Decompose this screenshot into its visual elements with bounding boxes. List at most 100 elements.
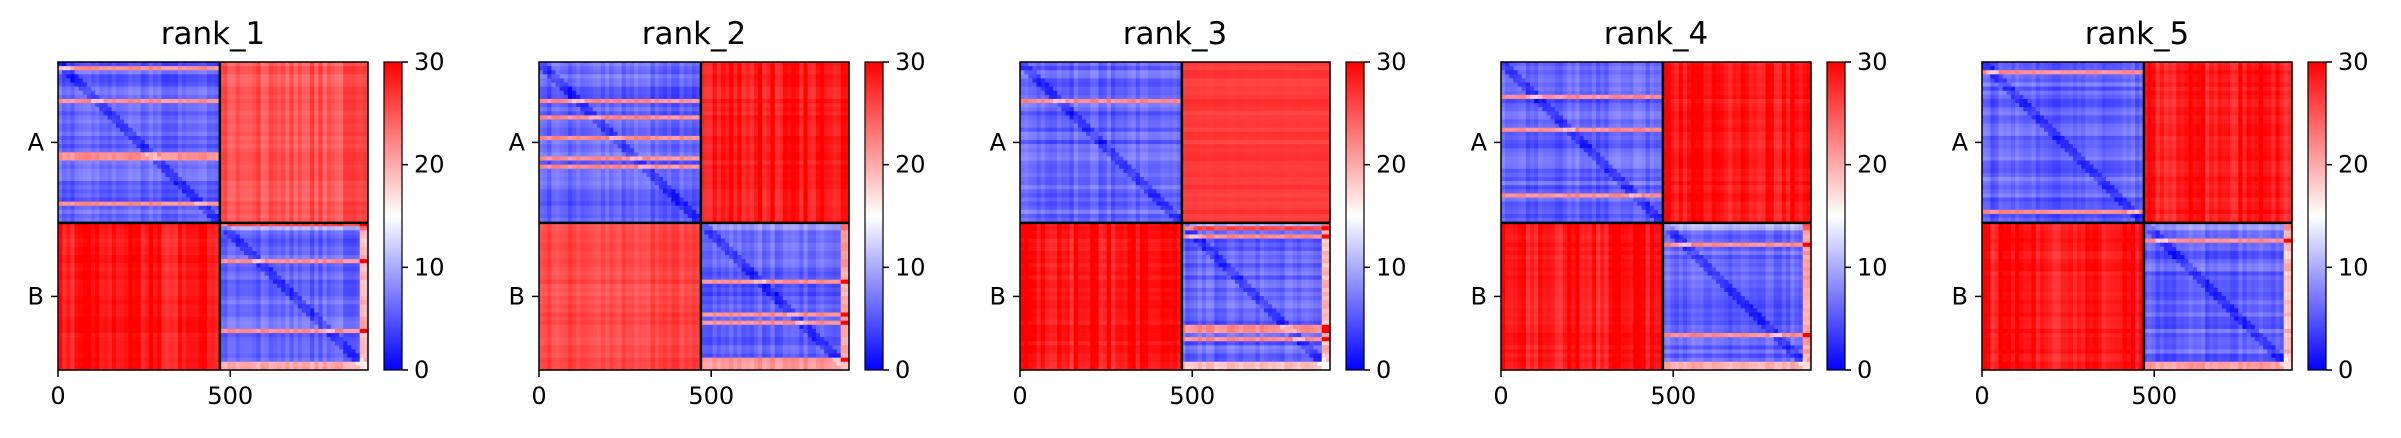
heatmap-cell	[79, 107, 84, 112]
heatmap-cell	[75, 128, 80, 133]
heatmap-cell	[116, 99, 121, 104]
heatmap-cell	[157, 119, 162, 124]
heatmap-cell	[285, 132, 290, 137]
heatmap-cell	[75, 111, 80, 116]
heatmap-cell	[108, 132, 113, 137]
heatmap-cell	[244, 99, 249, 104]
heatmap-cell	[285, 74, 290, 79]
heatmap-cell	[174, 103, 179, 108]
heatmap-cell	[269, 70, 274, 75]
heatmap-cell	[281, 111, 286, 116]
heatmap-cell	[203, 111, 208, 116]
heatmap-cell	[137, 115, 142, 120]
heatmap-cell	[153, 70, 158, 75]
heatmap-cell	[83, 70, 88, 75]
heatmap-cell	[112, 95, 117, 100]
heatmap-cell	[170, 91, 175, 96]
heatmap-cell	[285, 124, 290, 129]
panel-title: rank_1	[161, 16, 266, 52]
heatmap-cell	[265, 128, 270, 133]
heatmap-cell	[178, 128, 183, 133]
heatmap-cell	[194, 78, 199, 83]
heatmap-cell	[343, 91, 348, 96]
heatmap-cell	[161, 128, 166, 133]
heatmap-cell	[153, 95, 158, 100]
heatmap-cell	[314, 83, 319, 88]
heatmap-cell	[265, 99, 270, 104]
heatmap-cell	[314, 66, 319, 71]
heatmap-cell	[103, 95, 108, 100]
heatmap-cell	[141, 91, 146, 96]
heatmap-cell	[66, 91, 71, 96]
heatmap-cell	[182, 111, 187, 116]
heatmap-cell	[112, 66, 117, 71]
heatmap-cell	[294, 124, 299, 129]
heatmap-cell	[83, 107, 88, 112]
heatmap-cell	[323, 111, 328, 116]
heatmap-cell	[227, 99, 232, 104]
heatmap-cell	[256, 128, 261, 133]
heatmap-cell	[277, 132, 282, 137]
heatmap-cell	[178, 115, 183, 120]
heatmap-cell	[141, 119, 146, 124]
heatmap-cell	[62, 115, 67, 120]
heatmap-cell	[124, 132, 129, 137]
heatmap-cell	[211, 66, 216, 71]
heatmap-cell	[294, 66, 299, 71]
heatmap-cell	[339, 91, 344, 96]
heatmap-cell	[310, 115, 315, 120]
heatmap-cell	[174, 124, 179, 129]
heatmap-cell	[244, 124, 249, 129]
heatmap-cell	[99, 87, 104, 92]
heatmap-cell	[248, 124, 253, 129]
heatmap-cell	[116, 128, 121, 133]
heatmap-cell	[248, 70, 253, 75]
heatmap-cell	[66, 132, 71, 137]
heatmap-cell	[178, 132, 183, 137]
heatmap-cell	[112, 87, 117, 92]
heatmap-cell	[232, 124, 237, 129]
heatmap-cell	[351, 95, 356, 100]
heatmap-cell	[70, 70, 75, 75]
heatmap-cell	[87, 136, 92, 141]
heatmap-cell	[182, 74, 187, 79]
heatmap-cell	[244, 70, 249, 75]
heatmap-cell	[323, 103, 328, 108]
heatmap-cell	[203, 119, 208, 124]
heatmap-cell	[347, 124, 352, 129]
heatmap-cell	[79, 111, 84, 116]
heatmap-cell	[285, 66, 290, 71]
heatmap-cell	[95, 119, 100, 124]
heatmap-cell	[194, 99, 199, 104]
heatmap-cell	[141, 87, 146, 92]
heatmap-cell	[108, 124, 113, 129]
heatmap-cell	[335, 115, 340, 120]
heatmap-cell	[165, 124, 170, 129]
heatmap-cell	[199, 70, 204, 75]
heatmap-cell	[83, 91, 88, 96]
heatmap-cell	[70, 78, 75, 83]
heatmap-cell	[165, 99, 170, 104]
heatmap-cell	[232, 128, 237, 133]
heatmap-cell	[252, 99, 257, 104]
heatmap-cell	[91, 103, 96, 108]
heatmap-cell	[356, 70, 361, 75]
heatmap-cell	[318, 103, 323, 108]
heatmap-cell	[227, 78, 232, 83]
heatmap-cell	[244, 119, 249, 124]
heatmap-cell	[339, 70, 344, 75]
heatmap-cell	[281, 66, 286, 71]
heatmap-cell	[182, 66, 187, 71]
heatmap-cell	[79, 66, 84, 71]
heatmap-cell	[294, 87, 299, 92]
heatmap-cell	[294, 91, 299, 96]
heatmap-cell	[298, 111, 303, 116]
heatmap-cell	[289, 124, 294, 129]
heatmap-cell	[87, 74, 92, 79]
heatmap-cell	[244, 107, 249, 112]
heatmap-cell	[236, 70, 241, 75]
heatmap-cell	[289, 119, 294, 124]
heatmap-cell	[199, 66, 204, 71]
heatmap-cell	[103, 128, 108, 133]
heatmap-cell	[190, 103, 195, 108]
